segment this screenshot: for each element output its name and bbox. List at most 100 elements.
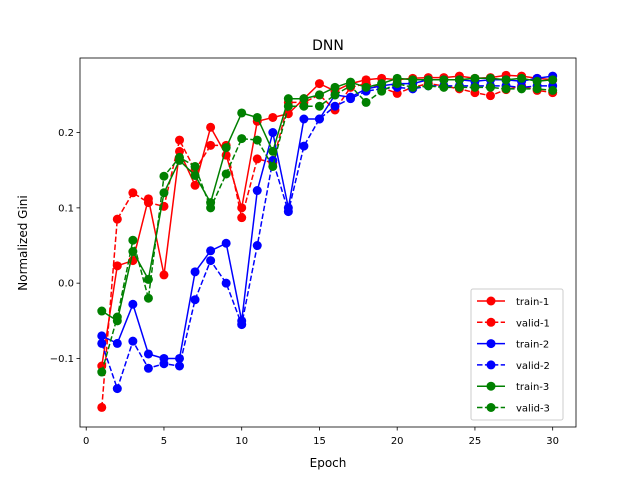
- data-point-valid-2: [112, 384, 122, 394]
- data-point-train-3: [361, 82, 371, 92]
- data-point-train-3: [330, 82, 340, 92]
- data-point-train-1: [159, 270, 169, 280]
- data-point-valid-2: [206, 256, 216, 266]
- data-point-valid-3: [112, 312, 122, 322]
- data-point-valid-2: [237, 320, 247, 330]
- data-point-valid-3: [190, 161, 200, 171]
- data-point-train-1: [268, 112, 278, 122]
- legend-label: train-1: [516, 297, 549, 308]
- data-point-valid-3: [314, 101, 324, 111]
- data-point-valid-3: [346, 81, 356, 91]
- data-point-train-3: [190, 170, 200, 180]
- data-point-valid-3: [361, 97, 371, 107]
- data-point-train-3: [314, 90, 324, 100]
- data-point-valid-3: [392, 79, 402, 89]
- data-point-train-3: [283, 94, 293, 104]
- data-point-train-3: [532, 76, 542, 86]
- data-point-train-3: [377, 79, 387, 89]
- data-point-train-2: [128, 299, 138, 309]
- data-point-valid-2: [346, 94, 356, 104]
- data-point-valid-2: [190, 295, 200, 305]
- data-point-train-3: [485, 73, 495, 83]
- legend-entry-valid-2: valid-2: [477, 360, 550, 372]
- data-point-valid-2: [128, 336, 138, 346]
- data-point-train-2: [190, 267, 200, 277]
- data-point-valid-1: [143, 198, 153, 208]
- data-point-train-3: [97, 306, 107, 316]
- x-tick-label: 0: [83, 436, 89, 447]
- data-point-valid-1: [237, 213, 247, 223]
- data-point-valid-2: [299, 141, 309, 151]
- data-point-valid-3: [252, 135, 262, 145]
- data-point-valid-3: [454, 82, 464, 92]
- data-point-train-3: [548, 75, 558, 85]
- legend: train-1 valid-1 train-2 valid-2 train-3 valid…: [470, 288, 564, 421]
- data-point-valid-1: [206, 140, 216, 150]
- x-tick-label: 30: [546, 436, 559, 447]
- data-point-valid-3: [330, 90, 340, 100]
- data-point-valid-3: [175, 152, 185, 162]
- data-point-valid-1: [112, 214, 122, 224]
- chart-title: DNN: [312, 38, 344, 54]
- legend-label: train-2: [516, 340, 549, 351]
- y-tick-label: 0.0: [58, 279, 74, 290]
- data-point-valid-3: [439, 82, 449, 92]
- data-point-valid-3: [423, 81, 433, 91]
- legend-entry-train-3: train-3: [477, 381, 549, 393]
- data-point-valid-3: [517, 84, 527, 94]
- data-point-valid-2: [175, 361, 185, 371]
- legend-marker: [486, 317, 496, 327]
- data-point-train-1: [190, 180, 200, 190]
- data-point-train-3: [439, 75, 449, 85]
- data-point-valid-1: [128, 188, 138, 198]
- data-point-valid-3: [532, 84, 542, 94]
- x-tick-label: 20: [391, 436, 404, 447]
- data-point-train-3: [454, 75, 464, 85]
- data-point-train-3: [299, 94, 309, 104]
- data-point-train-2: [97, 331, 107, 341]
- data-point-valid-3: [128, 235, 138, 245]
- legend-entry-train-1: train-1: [477, 296, 549, 308]
- data-point-train-2: [112, 338, 122, 348]
- data-point-valid-3: [159, 171, 169, 181]
- data-point-valid-3: [237, 134, 247, 144]
- legend-label: valid-3: [516, 404, 550, 415]
- data-point-valid-3: [548, 85, 558, 95]
- data-point-train-3: [237, 108, 247, 118]
- data-point-valid-2: [97, 338, 107, 348]
- data-point-valid-1: [485, 91, 495, 101]
- series-valid-3: [97, 79, 558, 377]
- data-point-train-1: [112, 261, 122, 271]
- legend-label: train-3: [516, 382, 549, 393]
- data-point-train-3: [501, 75, 511, 85]
- data-point-valid-3: [501, 84, 511, 94]
- data-point-valid-3: [97, 367, 107, 377]
- data-point-train-3: [470, 73, 480, 83]
- legend-marker: [486, 360, 496, 370]
- x-tick-label: 25: [469, 436, 482, 447]
- data-point-valid-3: [143, 293, 153, 303]
- data-point-train-3: [252, 112, 262, 122]
- data-point-train-2: [221, 238, 231, 248]
- x-tick-label: 10: [235, 436, 248, 447]
- data-point-valid-3: [485, 82, 495, 92]
- legend-marker: [486, 296, 496, 306]
- legend-label: valid-2: [516, 361, 550, 372]
- data-point-valid-3: [470, 82, 480, 92]
- legend-box: [470, 288, 564, 421]
- y-tick-label: 0.1: [58, 203, 74, 214]
- data-point-valid-1: [97, 402, 107, 412]
- data-point-train-2: [143, 349, 153, 359]
- legend-entry-train-2: train-2: [477, 339, 549, 351]
- y-axis-label: Normalized Gini: [16, 195, 30, 290]
- x-axis-label: Epoch: [310, 456, 347, 470]
- data-point-valid-3: [268, 161, 278, 171]
- x-tick-label: 15: [313, 436, 326, 447]
- data-point-train-3: [268, 146, 278, 156]
- data-point-valid-1: [175, 135, 185, 145]
- data-point-valid-2: [314, 114, 324, 124]
- legend-marker: [486, 381, 496, 391]
- data-point-valid-3: [299, 101, 309, 111]
- data-point-valid-3: [221, 169, 231, 179]
